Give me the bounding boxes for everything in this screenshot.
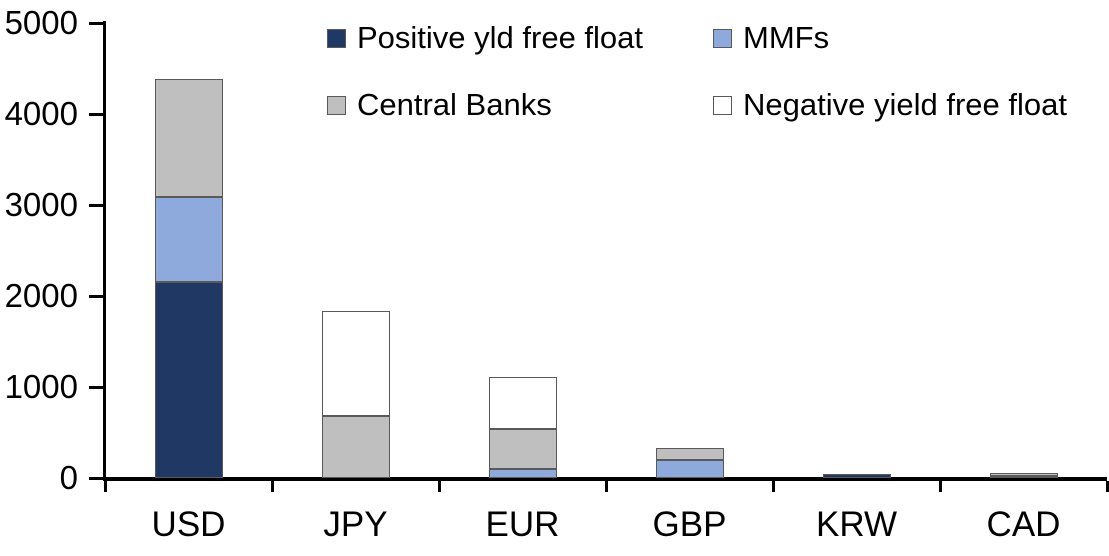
legend-swatch-negative-yield-free-float bbox=[713, 95, 732, 115]
y-axis-line bbox=[103, 21, 106, 481]
y-axis-tick-label: 1000 bbox=[4, 368, 78, 405]
y-axis-tick-label: 5000 bbox=[4, 4, 78, 41]
x-axis-tick bbox=[938, 481, 942, 492]
bar-segment bbox=[989, 472, 1058, 476]
legend-swatch-positive-yld-free-float bbox=[327, 28, 346, 48]
legend-label: Central Banks bbox=[357, 87, 552, 122]
x-axis-label: USD bbox=[151, 505, 226, 544]
x-axis-tick bbox=[270, 481, 274, 492]
y-axis-tick bbox=[89, 386, 105, 389]
bar-segment bbox=[989, 475, 1058, 478]
bar-segment bbox=[154, 196, 223, 283]
x-axis-label: JPY bbox=[323, 505, 388, 544]
x-axis-label: CAD bbox=[986, 505, 1061, 544]
x-axis-label: KRW bbox=[815, 505, 898, 544]
y-axis-tick bbox=[89, 477, 105, 480]
x-axis-label: EUR bbox=[485, 505, 560, 544]
legend-label: MMFs bbox=[743, 20, 830, 55]
y-axis-tick bbox=[89, 204, 105, 207]
bar-segment bbox=[655, 459, 724, 478]
y-axis-tick-label: 0 bbox=[59, 459, 78, 496]
x-axis-tick bbox=[771, 481, 775, 492]
legend-swatch-central-banks bbox=[327, 95, 346, 115]
legend-item-mmfs: MMFs bbox=[713, 21, 829, 55]
x-axis-tick bbox=[103, 481, 107, 492]
y-axis-tick-label: 4000 bbox=[4, 95, 78, 132]
legend-item-central-banks: Central Banks bbox=[327, 88, 552, 122]
x-axis-tick bbox=[604, 481, 608, 492]
bar-segment bbox=[321, 311, 390, 417]
legend-item-positive-yld-free-float: Positive yld free float bbox=[327, 21, 643, 55]
x-axis-line bbox=[103, 477, 1107, 481]
bar-segment bbox=[488, 468, 557, 478]
legend-item-negative-yield-free-float: Negative yield free float bbox=[713, 88, 1067, 122]
legend-label: Positive yld free float bbox=[357, 20, 644, 55]
y-axis-tick bbox=[89, 22, 105, 25]
bar-segment bbox=[321, 416, 390, 478]
bar-segment bbox=[488, 428, 557, 469]
y-axis-tick-label: 2000 bbox=[4, 277, 78, 314]
x-axis-tick bbox=[1105, 481, 1109, 492]
bar-segment bbox=[154, 79, 223, 197]
y-axis-tick bbox=[89, 113, 105, 116]
bar-segment bbox=[822, 474, 891, 478]
y-axis-tick bbox=[89, 295, 105, 298]
bar-segment bbox=[488, 377, 557, 429]
bar-segment bbox=[154, 282, 223, 478]
bar-segment bbox=[655, 447, 724, 460]
legend-label: Negative yield free float bbox=[743, 87, 1067, 122]
y-axis-tick-label: 3000 bbox=[4, 186, 78, 223]
x-axis-tick bbox=[437, 481, 441, 492]
x-axis-label: GBP bbox=[652, 505, 727, 544]
legend-swatch-mmfs bbox=[713, 28, 732, 48]
